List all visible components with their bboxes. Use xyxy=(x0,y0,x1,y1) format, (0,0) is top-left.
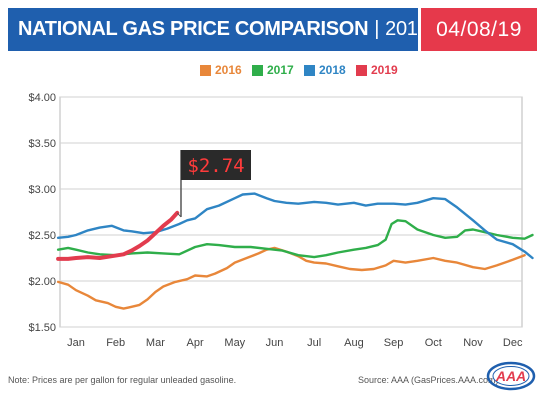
legend-swatch xyxy=(252,65,263,76)
y-tick-label: $1.50 xyxy=(28,322,56,334)
footnote: Note: Prices are per gallon for regular … xyxy=(8,375,237,385)
y-tick-label: $3.00 xyxy=(28,184,56,196)
source-note: Source: AAA (GasPrices.AAA.com) xyxy=(358,375,499,385)
title-separator: | xyxy=(374,18,380,40)
y-tick-label: $2.00 xyxy=(28,276,56,288)
callout-box xyxy=(181,150,251,180)
callout-leader xyxy=(176,212,182,218)
legend-label: 2018 xyxy=(319,63,346,77)
date-label: 04/08/19 xyxy=(436,17,522,41)
page-title: NATIONAL GAS PRICE COMPARISON xyxy=(18,18,369,40)
svg-text:AAA: AAA xyxy=(495,368,526,384)
x-tick-label: Aug xyxy=(344,337,364,349)
x-tick-label: Dec xyxy=(503,337,523,349)
series-line xyxy=(56,219,534,259)
x-tick-label: Mar xyxy=(146,337,165,349)
y-tick-label: $4.00 xyxy=(28,92,56,104)
legend-label: 2017 xyxy=(267,63,294,77)
legend-label: 2016 xyxy=(215,63,242,77)
aaa-logo: AAA xyxy=(486,361,536,391)
legend-label: 2019 xyxy=(371,63,398,77)
callout-price-label: $2.74 xyxy=(187,155,244,177)
x-tick-label: Nov xyxy=(463,337,483,349)
x-tick-label: Apr xyxy=(187,337,204,349)
x-tick-label: Sep xyxy=(384,337,404,349)
y-tick-label: $2.50 xyxy=(28,230,56,242)
x-tick-label: May xyxy=(224,337,245,349)
x-tick-label: Feb xyxy=(106,337,125,349)
legend-swatch xyxy=(304,65,315,76)
date-badge: 04/08/19 xyxy=(421,8,537,51)
x-tick-label: Jul xyxy=(307,337,321,349)
x-tick-label: Jun xyxy=(266,337,284,349)
x-tick-label: Oct xyxy=(425,337,442,349)
y-tick-label: $3.50 xyxy=(28,138,56,150)
plot-area xyxy=(59,96,523,328)
series-line xyxy=(56,210,180,261)
series-line xyxy=(56,192,534,260)
legend-swatch xyxy=(356,65,367,76)
x-tick-label: Jan xyxy=(67,337,85,349)
legend-swatch xyxy=(200,65,211,76)
